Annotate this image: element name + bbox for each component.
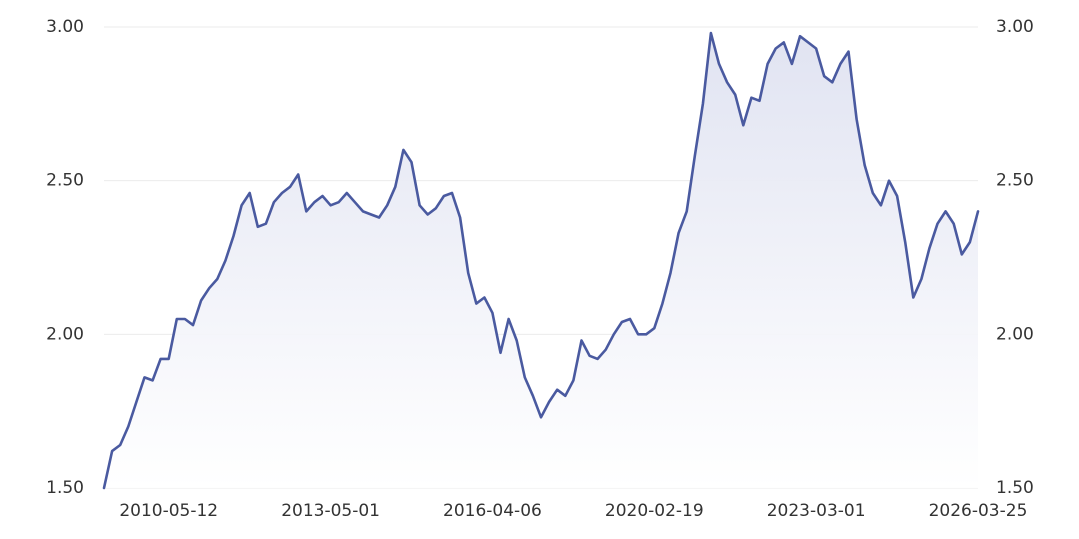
y2-tick-label: 3.00 <box>996 17 1034 37</box>
y-tick-label: 3.00 <box>46 17 84 37</box>
y2-tick-label: 1.50 <box>996 478 1034 498</box>
x-tick-label: 2026-03-25 <box>929 501 1028 521</box>
x-tick-label: 2016-04-06 <box>443 501 542 521</box>
area <box>104 33 978 488</box>
y-tick-label: 2.00 <box>46 324 84 344</box>
x-tick-label: 2010-05-12 <box>119 501 218 521</box>
y-tick-label: 1.50 <box>46 478 84 498</box>
y-tick-label: 2.50 <box>46 171 84 191</box>
x-tick-label: 2020-02-19 <box>605 501 704 521</box>
x-tick-label: 2013-05-01 <box>281 501 380 521</box>
line <box>102 31 980 490</box>
y2-tick-label: 2.50 <box>996 171 1034 191</box>
x-tick-label: 2023-03-01 <box>767 501 866 521</box>
y2-tick-label: 2.00 <box>996 324 1034 344</box>
